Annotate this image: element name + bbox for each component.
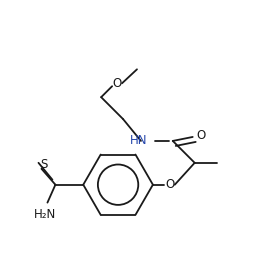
Text: O: O: [113, 77, 122, 90]
Text: H₂N: H₂N: [34, 208, 57, 221]
Text: O: O: [165, 178, 174, 191]
Text: S: S: [40, 158, 47, 171]
Text: O: O: [196, 130, 205, 142]
Text: HN: HN: [130, 134, 147, 148]
